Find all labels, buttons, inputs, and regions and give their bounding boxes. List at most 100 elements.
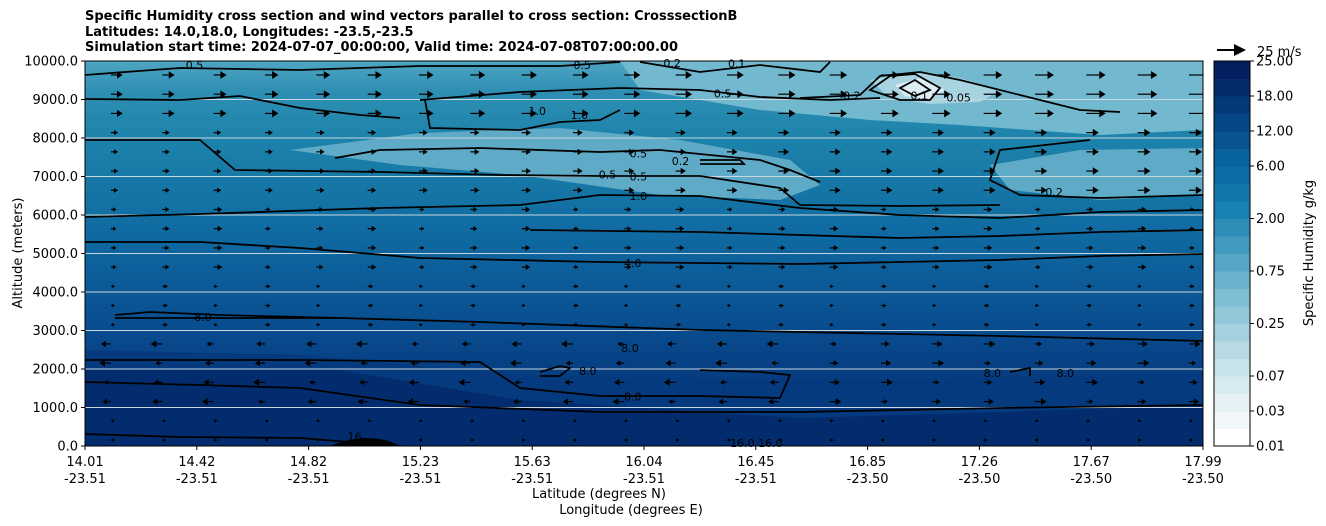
wind-vector-head: [1040, 379, 1046, 386]
wind-vector-head: [530, 109, 537, 118]
colorbar-tick-label: 18.00: [1256, 90, 1293, 105]
wind-vector-head: [217, 129, 222, 136]
wind-vector-head: [220, 109, 227, 118]
wind-vector-head: [1092, 128, 1099, 137]
wind-vector-head: [1144, 128, 1151, 137]
wind-vector-head: [359, 379, 364, 386]
wind-vector-head: [1088, 322, 1092, 327]
wind-vector-head: [272, 109, 279, 118]
wind-vector-head: [317, 322, 321, 327]
wind-vector-head: [368, 418, 372, 423]
wind-vector-head: [680, 148, 686, 156]
wind-vector-head: [525, 225, 531, 232]
wind-vector-head: [525, 244, 531, 251]
wind-vector-head: [509, 359, 516, 367]
wind-vector-head: [410, 360, 415, 367]
wind-vector-head: [769, 379, 775, 386]
wind-vector-head: [882, 438, 885, 442]
wind-vector-head: [574, 438, 577, 442]
title-line-1: Specific Humidity cross section and wind…: [85, 9, 738, 24]
wind-vector-head: [625, 303, 629, 308]
wind-vector-head: [728, 284, 731, 289]
wind-key-label: 25 m/s: [1257, 45, 1302, 60]
wind-vector-head: [883, 322, 887, 327]
wind-vector-head: [150, 340, 157, 348]
wind-vector-head: [985, 322, 990, 327]
wind-vector-head: [112, 284, 115, 289]
wind-vector-head: [478, 109, 486, 118]
wind-vector-head: [217, 206, 223, 213]
wind-vector-head: [729, 226, 733, 231]
y-tick-label: 1000.0: [33, 401, 79, 416]
wind-vector-head: [461, 341, 467, 347]
wind-vector-head: [582, 109, 589, 118]
wind-vector-head: [935, 264, 940, 270]
wind-vector-head: [886, 148, 893, 156]
y-tick-label: 8000.0: [33, 132, 79, 147]
wind-vector-head: [319, 264, 324, 270]
contour-labels: 0.5 0.5 0.2 0.1 0.5 0.2 0.1 0.05 1.0 1.0 0.5 0.2 0.5…: [186, 57, 1074, 450]
wind-vector-head: [458, 378, 465, 386]
wind-vector-head: [783, 167, 790, 175]
wind-vector-head: [886, 129, 893, 137]
wind-vector-head: [423, 187, 428, 194]
wind-vector-head: [679, 264, 685, 271]
wind-vector-head: [685, 90, 693, 99]
wind-vector-head: [272, 90, 279, 99]
wind-vector-head: [985, 284, 990, 289]
y-tick-label: 7000.0: [33, 170, 79, 185]
wind-vector-head: [835, 129, 841, 137]
wind-vector-head: [323, 71, 331, 79]
wind-vector-head: [834, 379, 840, 386]
wind-vector-head: [1143, 359, 1150, 367]
wind-vector-head: [830, 322, 834, 327]
wind-vector-head: [987, 244, 993, 251]
wind-vector-head: [1099, 109, 1106, 118]
wind-vector-head: [1138, 438, 1142, 442]
wind-vector-head: [783, 186, 790, 194]
wind-vector-head: [1089, 264, 1094, 270]
wind-vector-head: [995, 71, 1003, 79]
wind-vector-head: [1087, 438, 1091, 442]
wind-vector-head: [254, 359, 260, 367]
wind-vector-head: [629, 148, 635, 156]
wind-vector-head: [114, 149, 119, 155]
wind-vector-head: [1194, 398, 1200, 405]
wind-vector-head: [522, 284, 526, 289]
wind-vector-head: [1041, 167, 1048, 175]
wind-vector-head: [627, 245, 632, 251]
contour-label: 0.5: [599, 169, 617, 182]
wind-vector-head: [883, 284, 887, 289]
colorbar-band: [1214, 78, 1250, 97]
wind-vector-head: [1138, 284, 1142, 289]
wind-vector-head: [423, 168, 428, 174]
wind-vector-head: [883, 303, 887, 308]
wind-vector-head: [1089, 226, 1094, 232]
wind-vector-head: [627, 264, 632, 270]
wind-vector-head: [473, 264, 478, 270]
wind-vector-head: [1047, 90, 1054, 99]
wind-vector-head: [562, 398, 568, 405]
wind-vector-head: [833, 360, 839, 367]
x-tick-label-lon: -23.50: [1182, 472, 1224, 487]
wind-vector-head: [471, 418, 475, 423]
contour-label: 8.0: [194, 311, 212, 324]
wind-vector-head: [1144, 148, 1151, 156]
x-tick-label-lat: 17.26: [961, 455, 998, 470]
wind-vector-head: [933, 284, 937, 289]
wind-vector-head: [1087, 418, 1091, 423]
wind-vector-head: [306, 340, 312, 348]
wind-vector-head: [884, 399, 889, 405]
wind-vector-head: [117, 71, 123, 79]
wind-vector-head: [214, 438, 218, 442]
wind-vector-head: [715, 359, 721, 367]
colorbar-tick-label: 6.00: [1256, 160, 1285, 175]
wind-vector-head: [1099, 71, 1106, 79]
wind-vector-head: [309, 379, 314, 385]
wind-vector-head: [935, 226, 940, 232]
wind-vector-head: [203, 379, 209, 386]
x-tick-label-lon: -23.51: [176, 472, 218, 487]
colorbar-band: [1214, 201, 1250, 219]
wind-vector-head: [214, 418, 218, 423]
wind-vector-head: [627, 226, 632, 232]
